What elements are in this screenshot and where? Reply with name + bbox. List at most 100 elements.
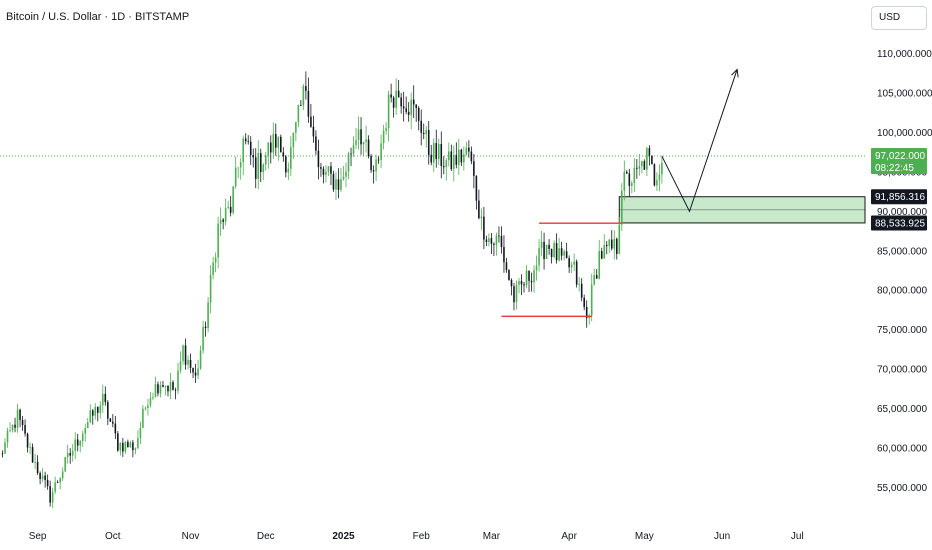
candle-body xyxy=(36,461,39,473)
candle-body xyxy=(610,239,613,249)
candle-body xyxy=(352,144,355,154)
candle-body xyxy=(600,251,603,259)
candle-body xyxy=(164,385,167,387)
candle-body xyxy=(473,161,475,176)
candle-body xyxy=(209,274,212,303)
candle-body xyxy=(315,136,317,151)
candle-body xyxy=(199,350,202,369)
candle-body xyxy=(583,297,585,307)
candle-body xyxy=(563,251,565,256)
candle-body xyxy=(280,136,282,153)
candle-body xyxy=(390,94,392,98)
candle-body xyxy=(84,428,87,434)
candle-body xyxy=(445,160,448,168)
candle-body xyxy=(332,173,335,190)
chart-title: Bitcoin / U.S. Dollar · 1D · BITSTAMP xyxy=(6,11,190,23)
candle-body xyxy=(465,147,468,155)
candle-body xyxy=(244,138,247,142)
candle-body xyxy=(310,116,312,127)
candle-body xyxy=(337,179,340,190)
candle-body xyxy=(29,447,31,448)
candle-body xyxy=(297,105,300,123)
candle-body xyxy=(578,283,580,285)
candle-body xyxy=(287,168,290,173)
candle-body xyxy=(122,442,124,452)
candle-body xyxy=(274,134,277,148)
candle-body xyxy=(460,149,463,163)
candle-body xyxy=(560,248,563,256)
candle-body xyxy=(377,159,380,161)
candle-body xyxy=(367,139,370,157)
candle-body xyxy=(177,370,179,391)
x-axis: Sep Oct Nov Dec 2025 Feb Mar Apr May Jun Jul xyxy=(29,531,804,542)
candle-body xyxy=(593,275,596,285)
candle-body xyxy=(182,345,184,362)
candle-body xyxy=(510,279,513,287)
zone-bottom-label-bg xyxy=(871,215,927,231)
candle-body xyxy=(325,171,327,175)
candle-body xyxy=(302,86,305,106)
candle-body xyxy=(217,223,219,258)
candle-body xyxy=(535,265,538,271)
candle-body xyxy=(39,472,41,479)
candle-body xyxy=(9,430,11,432)
candle-body xyxy=(162,384,164,387)
candle-body xyxy=(417,107,420,121)
candle-body xyxy=(410,99,412,115)
candle-body xyxy=(59,478,61,483)
candle-body xyxy=(76,439,79,446)
candle-body xyxy=(573,261,575,265)
candle-body xyxy=(91,410,94,416)
candle-body xyxy=(503,247,505,263)
candle-body xyxy=(54,482,56,492)
candle-body xyxy=(229,206,232,213)
candle-body xyxy=(277,136,280,148)
x-tick-label: Nov xyxy=(182,531,200,542)
candle-body xyxy=(222,219,224,222)
candle-body xyxy=(109,418,112,422)
candle-body xyxy=(513,286,515,303)
candle-body xyxy=(51,491,54,503)
candle-body xyxy=(189,360,192,368)
candle-body xyxy=(254,157,257,179)
candle-body xyxy=(81,433,84,442)
candle-body xyxy=(139,427,142,439)
candle-body xyxy=(415,104,418,108)
candle-body xyxy=(565,251,568,259)
candle-body xyxy=(631,183,633,186)
candle-body xyxy=(425,129,428,135)
candle-body xyxy=(480,216,483,219)
candle-body xyxy=(327,166,330,172)
candle-body xyxy=(453,154,455,170)
candle-body xyxy=(11,424,14,431)
y-tick-label: 110,000.000 xyxy=(877,49,932,60)
candle-body xyxy=(638,165,641,169)
candle-body xyxy=(187,360,189,365)
candle-body xyxy=(104,393,107,403)
candle-body xyxy=(400,97,402,107)
candle-body xyxy=(79,441,82,446)
candle-body xyxy=(192,367,194,373)
candle-body xyxy=(101,393,104,406)
candle-body xyxy=(24,424,26,434)
candle-body xyxy=(224,207,227,222)
projection-arrow-head xyxy=(731,68,739,78)
zone-top-label: 91,856.316 xyxy=(875,192,925,203)
candle-body xyxy=(320,167,322,169)
candle-body xyxy=(570,264,573,268)
candle-body xyxy=(21,419,24,425)
candle-body xyxy=(152,397,154,399)
candle-body xyxy=(127,441,129,448)
candle-body xyxy=(56,482,59,484)
candle-body xyxy=(300,105,302,106)
y-tick-label: 90,000.000 xyxy=(877,207,927,218)
candle-body xyxy=(395,90,397,108)
candle-body xyxy=(66,453,69,458)
candle-body xyxy=(19,409,21,420)
currency-button[interactable]: USD xyxy=(871,6,927,30)
candle-body xyxy=(247,141,250,143)
candle-body xyxy=(420,120,423,133)
candle-body xyxy=(184,345,187,365)
candle-body xyxy=(447,151,450,161)
